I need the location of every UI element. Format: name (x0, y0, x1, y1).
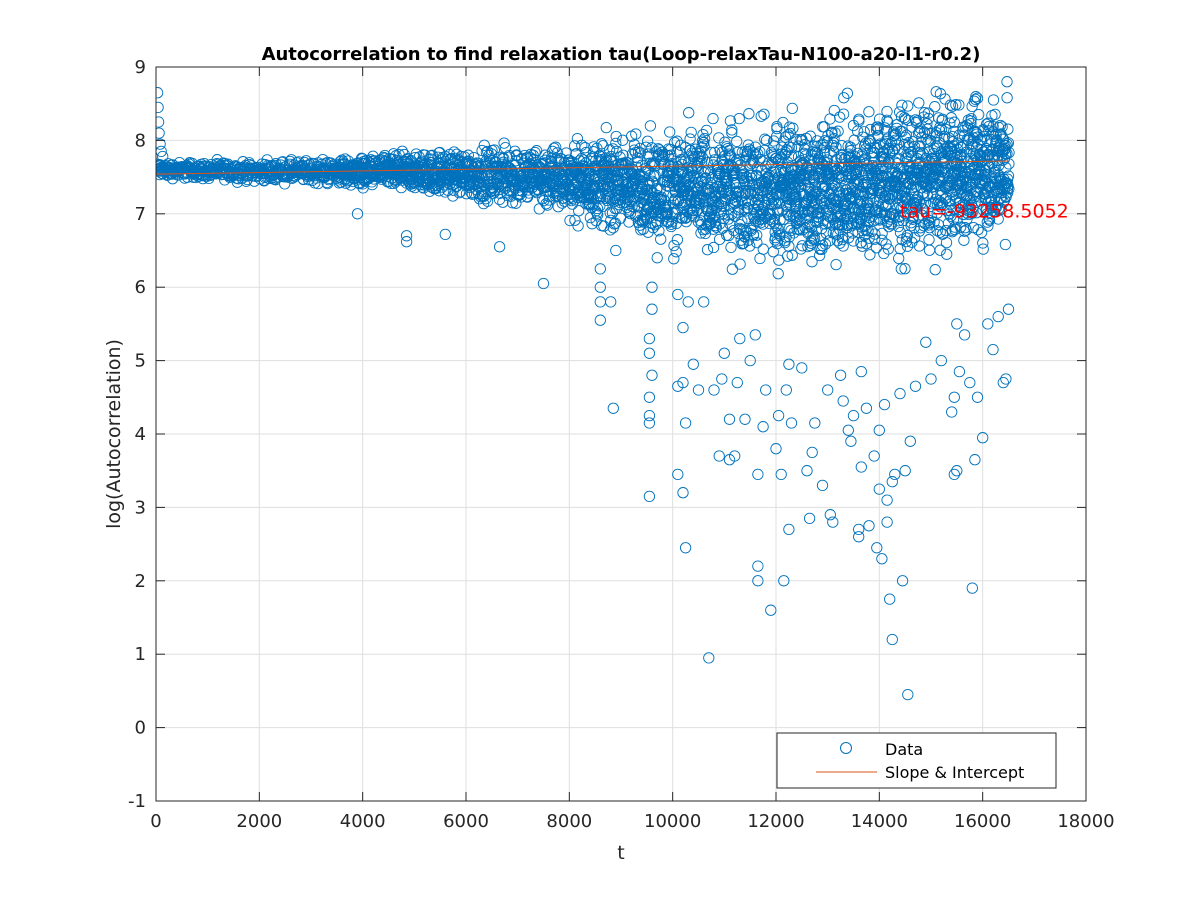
x-tick-label: 10000 (644, 811, 701, 832)
tau-annotation: tau=-93258.5052 (900, 200, 1069, 222)
y-tick-label: 3 (135, 497, 146, 518)
y-tick-label: 5 (135, 351, 146, 372)
legend[interactable]: Data Slope & Intercept (776, 732, 1057, 789)
legend-fit-label: Slope & Intercept (885, 763, 1024, 782)
y-tick-label: 1 (135, 644, 146, 665)
y-tick-label: 9 (135, 57, 146, 78)
x-tick-label: 18000 (1057, 811, 1114, 832)
legend-data-label: Data (885, 740, 923, 759)
y-tick-label: 4 (135, 424, 146, 445)
x-axis-label: t (617, 842, 624, 864)
y-tick-label: 7 (135, 204, 146, 225)
chart-title: Autocorrelation to find relaxation tau(L… (262, 44, 981, 65)
y-tick-label: -1 (128, 791, 146, 812)
data-point (339, 153, 351, 165)
x-tick-label: 12000 (747, 811, 804, 832)
x-tick-label: 8000 (546, 811, 592, 832)
x-tick-label: 16000 (954, 811, 1011, 832)
x-tick-label: 0 (150, 811, 161, 832)
data-point (416, 161, 428, 174)
x-tick-label: 6000 (443, 811, 489, 832)
x-tick-label: 2000 (236, 811, 282, 832)
data-points (156, 76, 1015, 752)
x-tick-label: 4000 (340, 811, 386, 832)
y-tick-label: 0 (135, 718, 146, 739)
y-tick-label: 2 (135, 571, 146, 592)
y-axis-label: log(Autocorrelation) (103, 339, 125, 529)
y-tick-label: 6 (135, 277, 146, 298)
data-point (284, 155, 296, 168)
y-tick-label: 8 (135, 130, 146, 151)
x-tick-label: 14000 (851, 811, 908, 832)
